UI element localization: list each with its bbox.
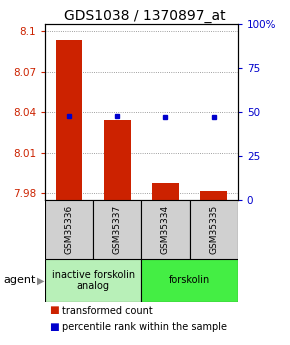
Text: forskolin: forskolin (169, 275, 210, 285)
Bar (200, 191, 227, 200)
Text: GDS1038 / 1370897_at: GDS1038 / 1370897_at (64, 9, 226, 23)
Bar (56, 40, 82, 200)
Bar (93, 200, 142, 259)
Bar (152, 183, 179, 200)
Text: agent: agent (3, 275, 35, 285)
Text: percentile rank within the sample: percentile rank within the sample (62, 322, 227, 332)
Bar (45, 259, 142, 302)
Text: ▶: ▶ (37, 275, 44, 285)
Text: ■: ■ (49, 306, 59, 315)
Text: GSM35337: GSM35337 (113, 205, 122, 254)
Text: ■: ■ (49, 322, 59, 332)
Text: inactive forskolin
analog: inactive forskolin analog (52, 269, 135, 291)
Bar (45, 200, 93, 259)
Text: GSM35334: GSM35334 (161, 205, 170, 254)
Text: transformed count: transformed count (62, 306, 153, 315)
Bar (104, 120, 130, 200)
Bar (142, 259, 238, 302)
Bar (190, 200, 238, 259)
Bar (142, 200, 190, 259)
Text: GSM35335: GSM35335 (209, 205, 218, 254)
Text: GSM35336: GSM35336 (65, 205, 74, 254)
